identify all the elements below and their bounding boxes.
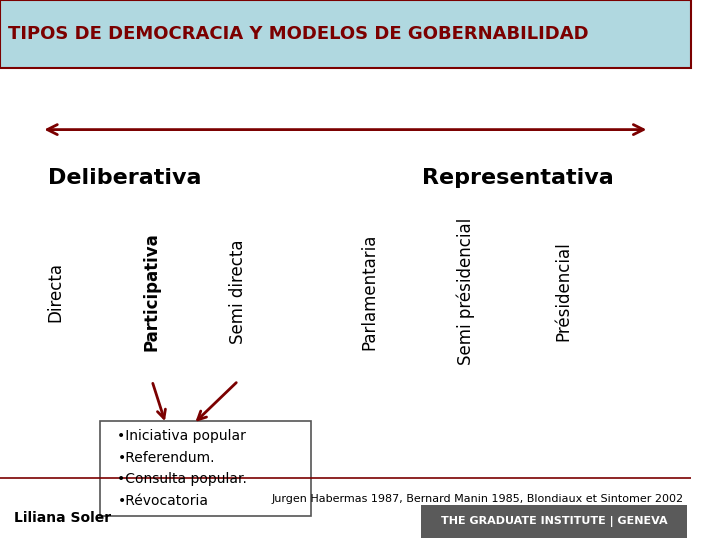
FancyBboxPatch shape <box>0 0 690 68</box>
Text: Parlamentaria: Parlamentaria <box>361 233 379 350</box>
Text: Directa: Directa <box>46 261 64 322</box>
Text: Deliberativa: Deliberativa <box>48 168 201 188</box>
Text: Participativa: Participativa <box>143 232 161 351</box>
Text: •Iniciativa popular
•Referendum.
•Consulta popular.
•Révocatoria: •Iniciativa popular •Referendum. •Consul… <box>117 429 247 508</box>
Text: Liliana Soler: Liliana Soler <box>14 511 111 525</box>
Text: Semi directa: Semi directa <box>229 239 247 344</box>
FancyBboxPatch shape <box>100 421 311 516</box>
FancyBboxPatch shape <box>421 505 687 538</box>
Text: Semi présidencial: Semi présidencial <box>457 218 475 365</box>
Text: Representativa: Representativa <box>422 168 614 188</box>
Text: Présidencial: Présidencial <box>554 242 572 341</box>
Text: THE GRADUATE INSTITUTE | GENEVA: THE GRADUATE INSTITUTE | GENEVA <box>441 516 668 527</box>
Text: TIPOS DE DEMOCRACIA Y MODELOS DE GOBERNABILIDAD: TIPOS DE DEMOCRACIA Y MODELOS DE GOBERNA… <box>9 25 589 43</box>
Text: Jurgen Habermas 1987, Bernard Manin 1985, Blondiaux et Sintomer 2002: Jurgen Habermas 1987, Bernard Manin 1985… <box>271 495 684 504</box>
